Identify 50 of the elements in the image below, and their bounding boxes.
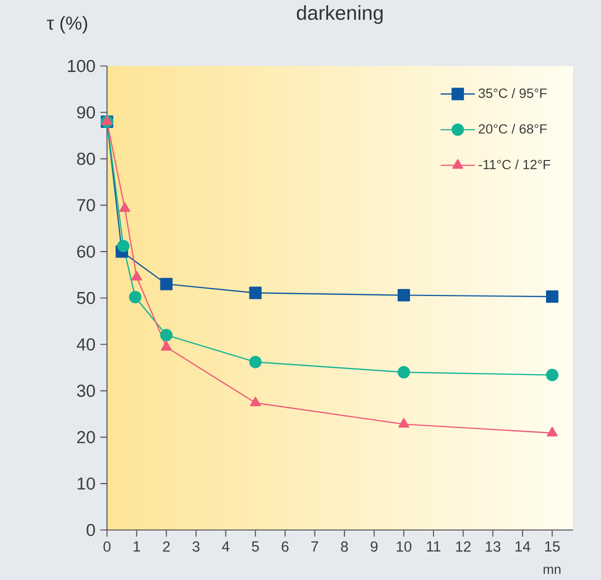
x-tick-label: 13 xyxy=(486,541,500,552)
point xyxy=(398,366,410,378)
y-tick-label: 60 xyxy=(77,245,95,258)
y-tick-label: 40 xyxy=(76,338,95,351)
x-tick-label: 14 xyxy=(515,541,530,552)
point xyxy=(160,278,173,290)
point xyxy=(249,286,262,300)
x-tick-label: 3 xyxy=(192,541,200,552)
point xyxy=(250,396,261,406)
point xyxy=(398,418,410,428)
x-axis-title: mn xyxy=(544,566,560,574)
x-tick-label: 5 xyxy=(252,541,259,552)
y-tick-label: 90 xyxy=(77,106,95,119)
point xyxy=(119,202,130,212)
y-tick-label: 0 xyxy=(86,524,95,536)
x-tick-label: 9 xyxy=(370,541,378,552)
x-tick-label: 8 xyxy=(341,541,348,552)
x-tick-label: 10 xyxy=(396,541,412,552)
y-tick-label: 70 xyxy=(77,199,95,212)
point xyxy=(546,368,558,382)
y-tick-label: 20 xyxy=(77,431,95,444)
chart-title: darkening xyxy=(296,5,383,24)
point xyxy=(249,356,262,368)
point xyxy=(129,290,142,304)
y-tick-label: 100 xyxy=(68,60,95,72)
legend-label: 20°C / 68°F xyxy=(478,124,547,134)
x-tick-label: 12 xyxy=(456,541,471,552)
point xyxy=(131,270,142,281)
y-axis-title: τ (%) xyxy=(46,16,88,34)
y-tick-label: 80 xyxy=(77,152,95,165)
point xyxy=(398,289,410,302)
point xyxy=(102,115,112,126)
y-tick-label: 10 xyxy=(78,477,95,490)
point xyxy=(160,340,172,351)
y-tick-label: 30 xyxy=(77,384,95,397)
x-tick-label: 7 xyxy=(311,541,318,552)
point xyxy=(160,328,173,342)
y-tick-label: 50 xyxy=(77,292,95,304)
x-tick-label: 11 xyxy=(426,541,440,552)
legend-label: 35°C / 95°F xyxy=(478,88,547,98)
x-tick-label: 2 xyxy=(163,541,170,552)
x-tick-label: 15 xyxy=(545,541,560,552)
legend-label: -11°C / 12°F xyxy=(478,159,550,170)
point xyxy=(117,240,130,252)
point xyxy=(546,426,558,436)
x-tick-label: 1 xyxy=(134,541,140,552)
x-tick-label: 6 xyxy=(282,541,289,552)
x-tick-label: 4 xyxy=(222,541,230,552)
point xyxy=(546,290,558,303)
x-tick-label: 0 xyxy=(103,541,110,552)
